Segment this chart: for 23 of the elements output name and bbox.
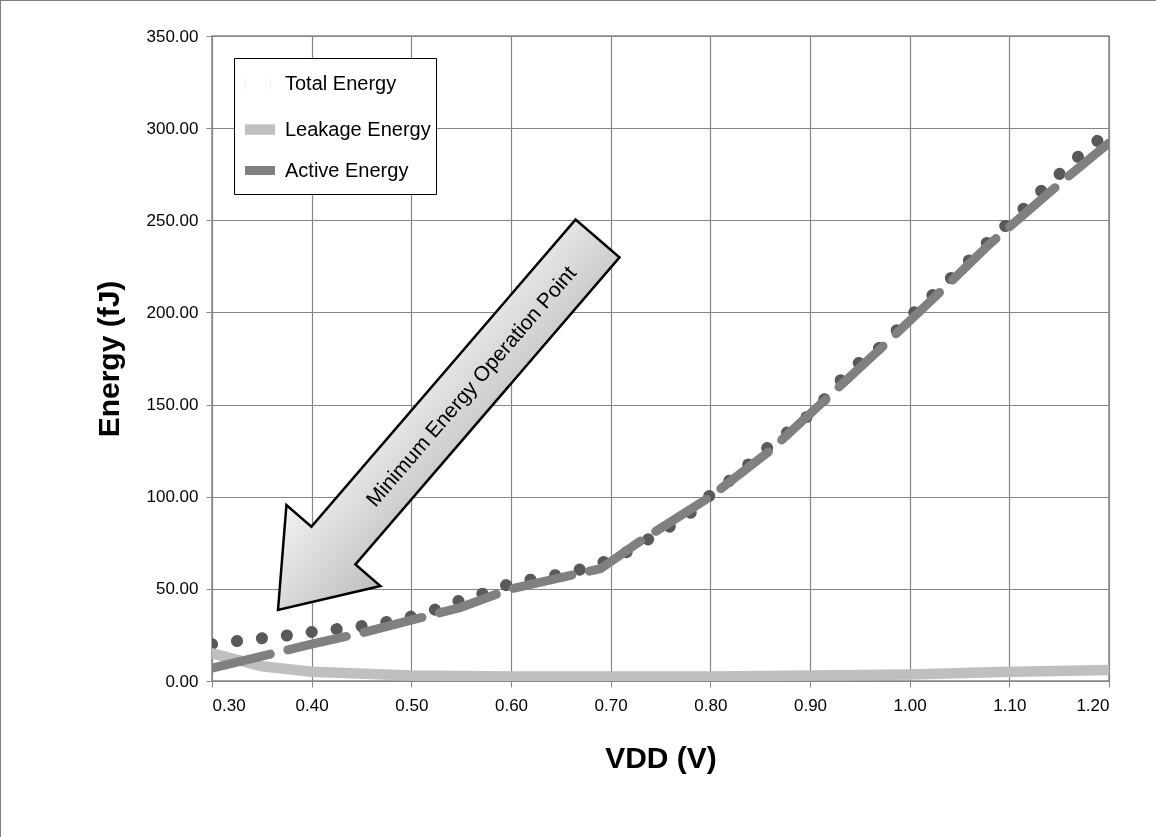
y-tick-label: 350.00 bbox=[146, 26, 199, 46]
x-axis-title: VDD (V) bbox=[605, 740, 717, 774]
x-tick-label: 0.70 bbox=[594, 695, 628, 715]
x-tick-label: 0.30 bbox=[212, 695, 246, 715]
x-tick-label: 0.80 bbox=[694, 695, 728, 715]
y-axis-title: Energy (fJ) bbox=[91, 280, 125, 438]
x-tick-label: 0.90 bbox=[793, 695, 828, 715]
y-tick-label: 200.00 bbox=[146, 302, 199, 322]
legend-label: Active Energy bbox=[285, 158, 409, 181]
x-tick-label: 1.10 bbox=[993, 695, 1027, 715]
x-tick-label: 1.00 bbox=[893, 695, 927, 715]
y-tick-label: 150.00 bbox=[146, 395, 199, 415]
y-tick-label: 300.00 bbox=[146, 118, 199, 138]
y-tick-label: 0.00 bbox=[165, 671, 199, 691]
x-tick-label: 0.40 bbox=[295, 695, 329, 715]
y-tick-label: 100.00 bbox=[146, 487, 199, 507]
x-tick-label: 1.20 bbox=[1076, 695, 1110, 715]
x-tick-label: 0.60 bbox=[494, 695, 529, 715]
legend-label: Total Energy bbox=[285, 72, 397, 94]
y-tick-label: 50.00 bbox=[155, 579, 199, 599]
y-tick-label: 250.00 bbox=[146, 210, 199, 230]
legend-label: Leakage Energy bbox=[285, 117, 431, 140]
x-tick-label: 0.50 bbox=[395, 695, 429, 715]
